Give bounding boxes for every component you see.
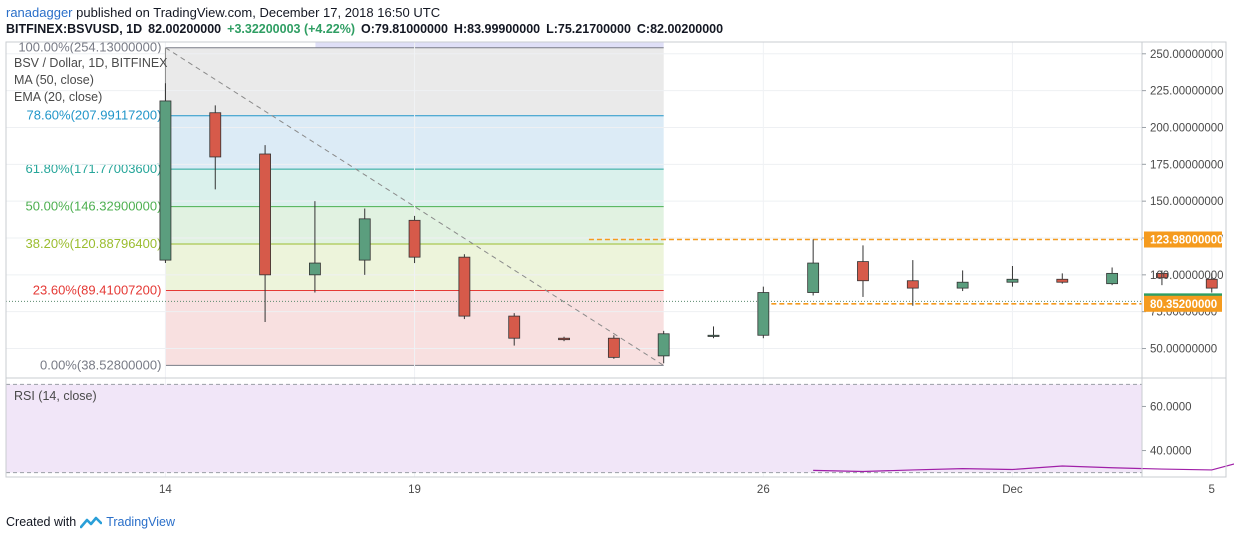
support-tag xyxy=(1144,295,1222,312)
candle-body xyxy=(508,315,521,339)
fib-level-label: 61.80%(171.77003600) xyxy=(26,161,162,176)
close-value: C:82.00200000 xyxy=(636,22,724,36)
high-value: H:83.99900000 xyxy=(453,22,541,36)
candle-body xyxy=(757,292,770,336)
candle-body xyxy=(558,337,570,341)
publish-line: ranadagger published on TradingView.com,… xyxy=(6,5,440,20)
candle-body xyxy=(906,280,919,289)
x-tick-label: 19 xyxy=(408,484,421,496)
y-tick-label: 50.00000000 xyxy=(1150,344,1217,356)
rsi-y-tick-label: 40.0000 xyxy=(1150,446,1192,458)
chart-header: ranadagger published on TradingView.com,… xyxy=(6,0,1226,40)
candle-body xyxy=(1106,272,1119,285)
candle-body xyxy=(1056,278,1069,283)
resistance-tag-label: 123.98000000 xyxy=(1150,235,1224,247)
author-link[interactable]: ranadagger xyxy=(6,5,73,20)
candle-body xyxy=(607,337,620,358)
published-text: published on TradingView.com, December 1… xyxy=(76,5,441,20)
y-tick-label: 150.00000000 xyxy=(1150,196,1224,208)
last-price: 82.00200000 xyxy=(148,22,222,36)
y-tick-label: 100.00000000 xyxy=(1150,270,1224,282)
chart-frame xyxy=(5,41,1227,478)
candle-body xyxy=(358,218,371,261)
candle-body xyxy=(458,256,471,317)
resistance-tag xyxy=(1144,231,1222,248)
rsi-line xyxy=(813,463,1234,473)
candle-body xyxy=(1205,278,1218,289)
rsi-y-tick-label: 60.0000 xyxy=(1150,401,1192,413)
candle-body xyxy=(209,112,222,158)
legend-title: BSV / Dollar, 1D, BITFINEX xyxy=(14,56,168,70)
grid xyxy=(6,42,1213,477)
candle-body xyxy=(259,153,271,276)
x-tick-label: 26 xyxy=(757,484,770,496)
candle-body xyxy=(807,262,820,293)
rsi-band xyxy=(6,384,1142,473)
candle-body xyxy=(408,219,421,258)
open-value: O:79.81000000 xyxy=(361,22,448,36)
tradingview-brand[interactable]: TradingView xyxy=(106,515,175,529)
candle-body xyxy=(657,333,670,357)
candles xyxy=(159,83,1218,364)
chart-labels: 123.9800000082.0020000080.35200000 xyxy=(1144,231,1224,312)
fib-level-label: 38.20%(120.88796400) xyxy=(26,236,162,251)
y-tick-label: 175.00000000 xyxy=(1150,159,1224,171)
candle-body xyxy=(1156,272,1168,279)
rsi-pane: RSI (14, close) xyxy=(6,383,1234,474)
candle-body xyxy=(159,100,172,261)
low-value: L:75.21700000 xyxy=(546,22,631,36)
legend-ema[interactable]: EMA (20, close) xyxy=(14,90,103,104)
candle-body xyxy=(309,262,321,276)
y-tick-label: 200.00000000 xyxy=(1150,122,1224,134)
y-tick-label: 250.00000000 xyxy=(1150,49,1224,61)
x-tick-label: 14 xyxy=(159,484,172,496)
symbol-label: BITFINEX:BSVUSD, 1D xyxy=(6,22,143,36)
legend-ma[interactable]: MA (50, close) xyxy=(14,73,94,87)
fib-selection-band xyxy=(315,42,664,48)
rsi-title: RSI (14, close) xyxy=(14,389,97,403)
ohlc-line: BITFINEX:BSVUSD, 1D 82.00200000 +3.3220000… xyxy=(6,22,729,36)
fib-level-label: 0.00%(38.52800000) xyxy=(40,357,161,372)
fib-level-label: 23.60%(89.41007200) xyxy=(33,282,162,297)
created-with-text: Created with xyxy=(6,515,77,529)
fib-level-label: 78.60%(207.99117200) xyxy=(27,108,162,123)
candle-body xyxy=(707,334,720,337)
fib-level-label: 50.00%(146.32900000) xyxy=(26,199,162,214)
candle-body xyxy=(857,261,869,282)
price-change: +3.32200003 (+4.22%) xyxy=(227,22,356,36)
candle-body xyxy=(956,281,969,289)
support-tag-label: 80.35200000 xyxy=(1150,299,1217,311)
candle-body xyxy=(1006,278,1019,283)
tradingview-logo-icon xyxy=(80,516,103,529)
x-tick-label: 5 xyxy=(1209,484,1215,496)
fib-level-label: 100.00%(254.13000000) xyxy=(18,40,161,55)
chart-legend: BSV / Dollar, 1D, BITFINEX MA (50, close… xyxy=(14,55,168,106)
y-tick-label: 225.00000000 xyxy=(1150,86,1224,98)
footer: Created with TradingView xyxy=(6,515,175,529)
x-tick-label: Dec xyxy=(1002,484,1023,496)
